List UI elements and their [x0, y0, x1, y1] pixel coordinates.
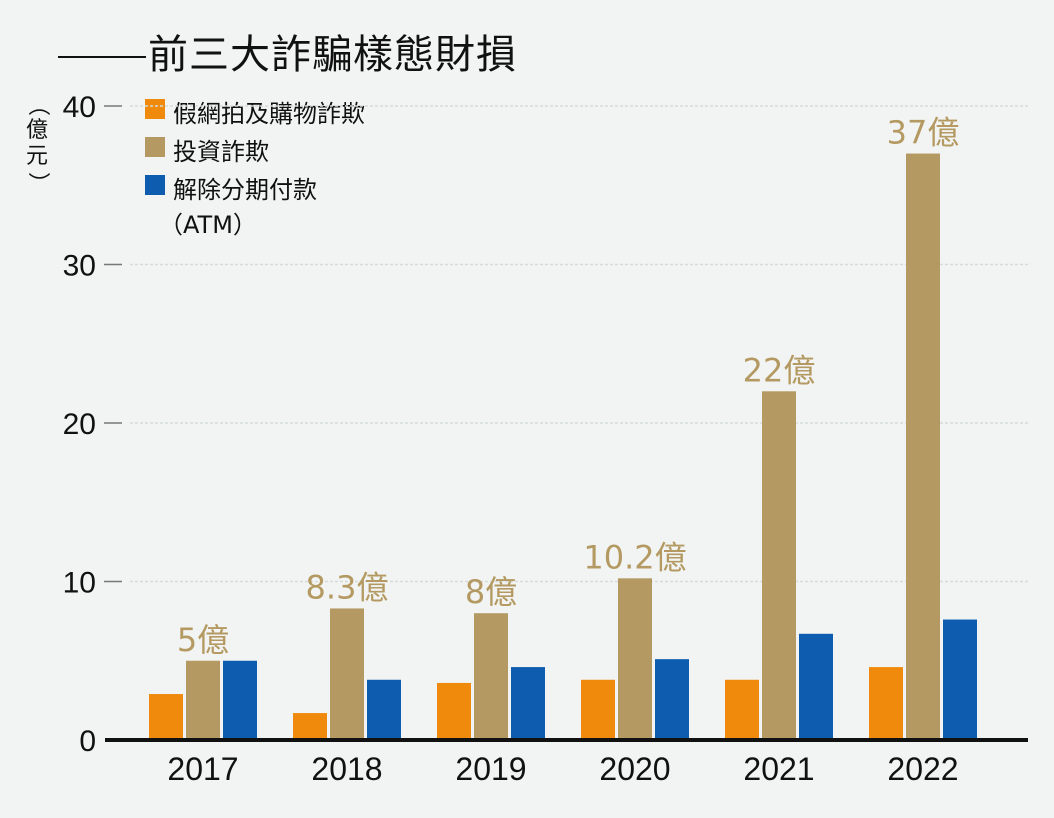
legend-label-sub: （ATM） [159, 211, 257, 239]
bar-2021-series-1 [762, 391, 796, 740]
bar-2022-series-1 [906, 153, 940, 741]
data-label: 5億 [177, 621, 229, 659]
bar-2022-series-2 [943, 619, 977, 740]
chart-title: 前三大詐騙樣態財損 [58, 22, 517, 80]
bar-2020-series-0 [581, 679, 615, 740]
y-tick-label: 30 [63, 250, 96, 283]
data-label: 10.2億 [583, 538, 686, 576]
title-text: 前三大詐騙樣態財損 [148, 32, 517, 78]
legend-label: 解除分期付款 （ATM） [159, 170, 317, 240]
legend: 假網拍及購物詐欺 投資詐欺 解除分期付款 （ATM） [145, 94, 365, 240]
unit-char-1: 億 [25, 118, 48, 143]
bar-2021-series-2 [799, 633, 833, 740]
unit-char-2: 元 [25, 144, 48, 169]
bar-2017-series-0 [149, 694, 183, 740]
legend-label-main: 解除分期付款 [173, 176, 317, 204]
legend-swatch [145, 175, 165, 195]
bar-2018-series-2 [367, 679, 401, 740]
legend-swatch [145, 99, 165, 119]
y-tick-label: 10 [63, 567, 96, 600]
bar-2019-series-2 [511, 667, 545, 740]
title-dash [58, 56, 146, 58]
x-tick-label: 2022 [887, 751, 958, 787]
y-tick-label: 0 [79, 725, 96, 758]
bar-2018-series-1 [330, 608, 364, 740]
legend-label: 假網拍及購物詐欺 [173, 100, 365, 128]
legend-item-online-shopping: 假網拍及購物詐欺 [145, 94, 365, 132]
bar-2019-series-0 [437, 682, 471, 740]
y-axis-unit-label: （ 億 元 ） [22, 92, 52, 196]
y-tick-label: 20 [63, 408, 96, 441]
y-tick-label: 40 [63, 91, 96, 124]
bar-2020-series-1 [618, 578, 652, 740]
bar-2017-series-2 [223, 660, 257, 740]
bar-2018-series-0 [293, 713, 327, 740]
x-tick-label: 2019 [455, 751, 526, 787]
legend-item-atm: 解除分期付款 （ATM） [145, 170, 365, 240]
data-label: 22億 [743, 351, 816, 389]
legend-swatch [145, 137, 165, 157]
data-label: 8億 [465, 573, 517, 611]
x-tick-label: 2018 [311, 751, 382, 787]
legend-label: 投資詐欺 [173, 138, 269, 166]
bar-2021-series-0 [725, 679, 759, 740]
x-tick-label: 2017 [167, 751, 238, 787]
data-label: 37億 [887, 114, 960, 152]
legend-item-investment: 投資詐欺 [145, 132, 365, 170]
bar-2019-series-1 [474, 613, 508, 740]
bar-2022-series-0 [869, 667, 903, 740]
x-tick-label: 2020 [599, 751, 670, 787]
bar-2020-series-2 [655, 659, 689, 740]
data-label: 8.3億 [306, 568, 389, 606]
bar-2017-series-1 [186, 660, 220, 740]
x-tick-label: 2021 [743, 751, 814, 787]
